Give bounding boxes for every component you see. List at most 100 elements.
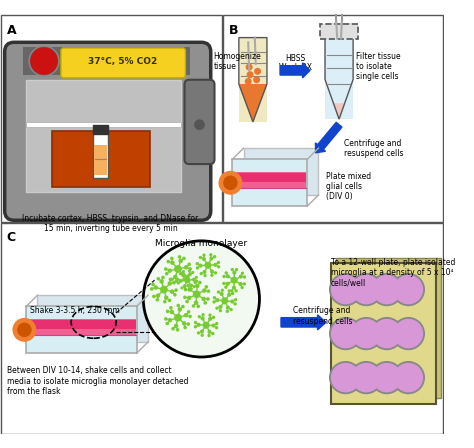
- Circle shape: [247, 72, 253, 78]
- Circle shape: [352, 364, 380, 392]
- Text: Shake 3-3.5 h, 230 rpm: Shake 3-3.5 h, 230 rpm: [30, 306, 120, 315]
- Polygon shape: [325, 79, 353, 119]
- Circle shape: [172, 327, 174, 330]
- Circle shape: [171, 257, 173, 259]
- Circle shape: [188, 288, 191, 291]
- Circle shape: [175, 280, 178, 282]
- Bar: [52, 131, 150, 187]
- Circle shape: [184, 289, 186, 290]
- Circle shape: [220, 293, 223, 295]
- Circle shape: [151, 288, 153, 290]
- Circle shape: [239, 283, 242, 285]
- Circle shape: [193, 291, 200, 297]
- Text: HBSS: HBSS: [285, 53, 305, 63]
- Bar: [325, 24, 353, 31]
- Circle shape: [373, 276, 401, 304]
- Circle shape: [218, 291, 219, 293]
- Circle shape: [203, 322, 209, 328]
- Circle shape: [235, 299, 237, 301]
- Bar: [26, 80, 181, 192]
- Circle shape: [183, 278, 185, 280]
- Circle shape: [182, 322, 186, 325]
- Text: Microglia monolayer: Microglia monolayer: [155, 239, 247, 248]
- Circle shape: [182, 274, 185, 276]
- Circle shape: [212, 324, 215, 327]
- Circle shape: [182, 274, 185, 277]
- Circle shape: [184, 296, 186, 298]
- Circle shape: [197, 267, 199, 269]
- Circle shape: [168, 299, 171, 302]
- Circle shape: [246, 65, 252, 70]
- Bar: [93, 131, 108, 178]
- Bar: [331, 263, 436, 404]
- Circle shape: [162, 276, 164, 279]
- Circle shape: [202, 314, 204, 316]
- Circle shape: [233, 271, 236, 274]
- Circle shape: [392, 274, 424, 306]
- Circle shape: [332, 276, 360, 304]
- Circle shape: [218, 266, 219, 268]
- Circle shape: [201, 273, 202, 275]
- Polygon shape: [37, 295, 148, 342]
- Circle shape: [170, 310, 173, 314]
- Circle shape: [216, 307, 218, 309]
- Circle shape: [231, 290, 233, 292]
- Circle shape: [208, 335, 210, 336]
- Circle shape: [171, 261, 174, 264]
- Circle shape: [177, 279, 179, 280]
- Circle shape: [373, 364, 401, 392]
- Circle shape: [191, 288, 192, 289]
- Circle shape: [216, 327, 218, 329]
- Circle shape: [202, 297, 205, 301]
- FancyArrow shape: [280, 63, 310, 78]
- Circle shape: [200, 257, 201, 258]
- Circle shape: [196, 284, 199, 287]
- Circle shape: [255, 69, 260, 74]
- Circle shape: [184, 327, 186, 328]
- Circle shape: [221, 289, 223, 291]
- Circle shape: [350, 318, 382, 349]
- Circle shape: [230, 309, 232, 310]
- Circle shape: [241, 272, 244, 274]
- FancyBboxPatch shape: [5, 42, 211, 220]
- Circle shape: [166, 323, 168, 324]
- Circle shape: [199, 281, 201, 284]
- Circle shape: [219, 310, 221, 312]
- Circle shape: [180, 273, 181, 275]
- Circle shape: [181, 287, 183, 289]
- Circle shape: [186, 301, 188, 303]
- Circle shape: [157, 278, 159, 280]
- Circle shape: [182, 271, 184, 272]
- Circle shape: [235, 290, 237, 292]
- Circle shape: [183, 257, 185, 259]
- Circle shape: [205, 263, 211, 268]
- Circle shape: [212, 332, 214, 335]
- Circle shape: [394, 276, 422, 304]
- Circle shape: [169, 278, 172, 280]
- Text: B: B: [228, 24, 238, 37]
- Text: Centrifuge and
resuspend cells: Centrifuge and resuspend cells: [293, 306, 353, 326]
- Circle shape: [165, 318, 167, 320]
- Circle shape: [214, 263, 217, 266]
- Circle shape: [185, 266, 188, 269]
- Circle shape: [197, 305, 200, 307]
- Text: 37°C, 5% CO2: 37°C, 5% CO2: [88, 57, 157, 66]
- Polygon shape: [333, 103, 345, 119]
- Circle shape: [156, 294, 160, 297]
- Circle shape: [192, 305, 195, 307]
- Circle shape: [156, 299, 158, 301]
- Circle shape: [350, 362, 382, 393]
- Circle shape: [222, 298, 228, 304]
- Circle shape: [189, 315, 191, 318]
- Text: Filter tissue
to isolate
single cells: Filter tissue to isolate single cells: [356, 52, 401, 82]
- Circle shape: [239, 275, 242, 278]
- Circle shape: [18, 323, 31, 336]
- Circle shape: [228, 290, 230, 292]
- Circle shape: [210, 270, 213, 273]
- Circle shape: [223, 276, 225, 277]
- Circle shape: [152, 283, 154, 285]
- Text: Between DIV 10-14, shake cells and collect
media to isolate microglia monolayer : Between DIV 10-14, shake cells and colle…: [8, 366, 189, 396]
- Polygon shape: [239, 84, 267, 122]
- Circle shape: [171, 290, 173, 293]
- Circle shape: [371, 274, 403, 306]
